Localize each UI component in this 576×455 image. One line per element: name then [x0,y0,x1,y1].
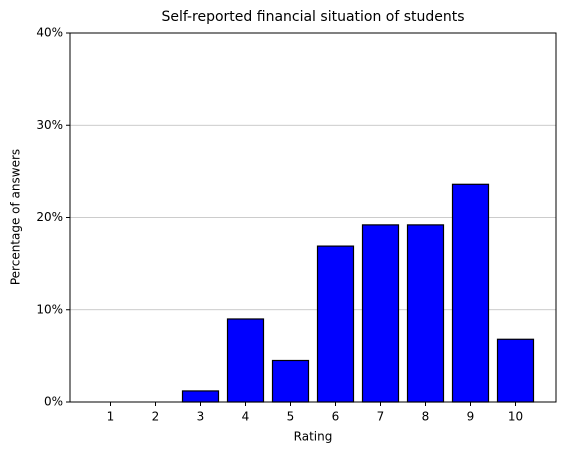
bar [406,224,445,403]
x-tick-label: 8 [422,410,430,424]
x-tick-label: 2 [152,410,160,424]
x-axis-label: Rating [294,430,333,444]
x-tick-label: 6 [332,410,340,424]
bar [451,183,490,403]
x-tick-label: 5 [287,410,295,424]
x-tick-label: 3 [197,410,205,424]
y-tick-label: 20% [36,210,63,224]
x-tick-label: 7 [377,410,385,424]
plot-frame [69,32,557,403]
y-tick-label: 40% [36,26,63,40]
bar [226,318,265,403]
bar [316,245,355,403]
chart-title: Self-reported financial situation of stu… [161,9,464,25]
x-tick-label: 4 [242,410,250,424]
x-tick-label: 1 [107,410,115,424]
y-axis-label: Percentage of answers [9,149,23,285]
bar [496,338,535,403]
y-tick-label: 30% [36,118,63,132]
bar [181,390,220,403]
bar [361,224,400,403]
x-tick-label: 10 [508,410,523,424]
y-tick-label: 10% [36,302,63,316]
y-tick-label: 0% [44,395,63,409]
bar [271,359,310,403]
x-tick-label: 9 [467,410,475,424]
